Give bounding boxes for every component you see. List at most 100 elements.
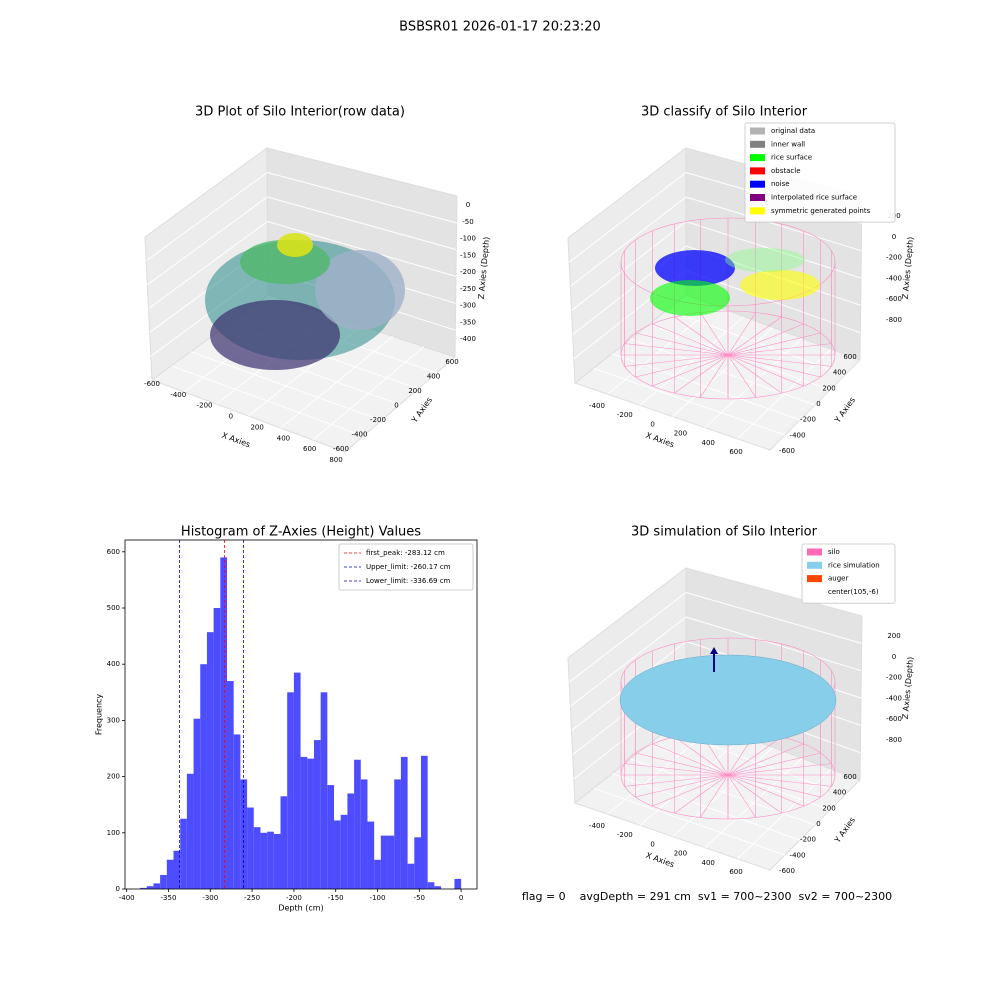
silo-spoke (727, 316, 782, 356)
legend-swatch (750, 207, 765, 215)
legend-box (338, 543, 474, 591)
bar (186, 773, 194, 889)
y-tick-label: 600 (445, 358, 458, 366)
bar (206, 632, 214, 889)
x-tick-label: 0 (650, 840, 654, 848)
z-tick-label: -150 (460, 251, 476, 259)
silo-spoke (727, 774, 756, 818)
bar (320, 692, 328, 889)
legend-swatch (807, 588, 822, 596)
z-tick-label: -200 (886, 254, 902, 262)
silo-spoke (727, 774, 804, 807)
x-tick-label: 400 (277, 434, 290, 442)
silo-spoke (727, 312, 756, 356)
y-tick-label: 200 (822, 804, 835, 812)
pane-grid (148, 221, 268, 309)
bar (253, 827, 261, 889)
decoration (710, 647, 718, 654)
silo-spoke (674, 316, 729, 356)
legend-box (801, 543, 896, 604)
bar (280, 796, 288, 889)
y-tick-label: 0 (394, 402, 398, 410)
legend-label: symmetric generated points (771, 207, 871, 215)
silo-spoke (624, 343, 729, 356)
pane-grid (568, 592, 687, 683)
bar (180, 818, 187, 889)
silo-spoke (727, 354, 821, 378)
x-tick-label: 0 (229, 413, 233, 421)
bar (360, 779, 368, 889)
bar (227, 681, 234, 889)
bar (193, 718, 201, 889)
z-tick-label: -250 (460, 285, 476, 293)
pane-grid (571, 221, 687, 311)
x-tick-label: 0 (459, 894, 463, 902)
bar (394, 779, 401, 889)
legend-swatch (750, 167, 765, 175)
x-tick-label: -300 (202, 894, 218, 902)
decoration (655, 250, 735, 286)
x-tick-label: 600 (729, 448, 742, 456)
bar (414, 837, 421, 889)
pane-grid (147, 196, 268, 286)
bar (153, 883, 161, 889)
silo-spoke (674, 736, 729, 776)
pane-grid (267, 196, 457, 251)
bar (247, 807, 254, 889)
bar (407, 863, 415, 889)
y-tick-label: -200 (800, 836, 816, 844)
bar (313, 740, 321, 889)
legend-label: rice simulation (828, 561, 880, 569)
y-tick-label: -600 (779, 867, 795, 875)
silo-spoke (700, 312, 729, 356)
z-tick-label: -400 (886, 694, 902, 702)
bar (340, 814, 348, 889)
bar (200, 664, 207, 889)
subplot-title: 3D Plot of Silo Interior(row data) (195, 105, 405, 120)
z-tick-label: -100 (460, 235, 476, 243)
bar (213, 608, 221, 889)
y-tick-label: 200 (107, 773, 120, 781)
z-tick-label: -350 (460, 318, 476, 326)
silo-spoke (727, 736, 782, 776)
y-tick-label: -600 (333, 445, 349, 453)
x-tick-label: 800 (329, 456, 342, 464)
x-tick-label: 0 (650, 420, 654, 428)
z-tick-label: 200 (887, 632, 900, 640)
silo-spoke (652, 743, 729, 776)
y-tick-label: 600 (107, 548, 120, 556)
status-text: flag = 0 avgDepth = 291 cm sv1 = 700~230… (522, 890, 892, 903)
decoration (277, 233, 313, 257)
silo-spoke (635, 774, 729, 798)
z-tick-label: -400 (460, 335, 476, 343)
x-tick-label: 200 (674, 430, 687, 438)
z-tick-label: -400 (886, 274, 902, 282)
x-tick-label: -400 (119, 894, 135, 902)
silo-spoke (727, 763, 832, 776)
y-tick-label: 500 (107, 604, 120, 612)
pane-grid (737, 768, 832, 860)
x-tick-label: 600 (729, 868, 742, 876)
pane-grid (685, 196, 862, 252)
decoration (725, 248, 805, 272)
pane-grid (145, 172, 268, 262)
y-tick-label: -400 (352, 431, 368, 439)
legend-label: center(105,-6) (828, 588, 879, 596)
legend-label: original data (771, 127, 815, 135)
bar (327, 785, 335, 889)
y-tick-label: 200 (822, 384, 835, 392)
x-tick-label: -400 (589, 402, 605, 410)
silo-spoke (624, 763, 729, 776)
legend-label: obstacle (771, 167, 801, 175)
x-tick-label: -600 (144, 380, 160, 388)
legend-swatch (750, 154, 765, 162)
decoration (650, 280, 730, 316)
y-tick-label: -600 (779, 447, 795, 455)
bar (434, 886, 442, 889)
legend-label: auger (828, 575, 848, 583)
silo-spoke (727, 774, 782, 814)
silo-spoke (635, 354, 729, 378)
z-tick-label: -800 (886, 316, 902, 324)
legend-label: rice surface (771, 154, 812, 162)
bar (420, 755, 428, 889)
